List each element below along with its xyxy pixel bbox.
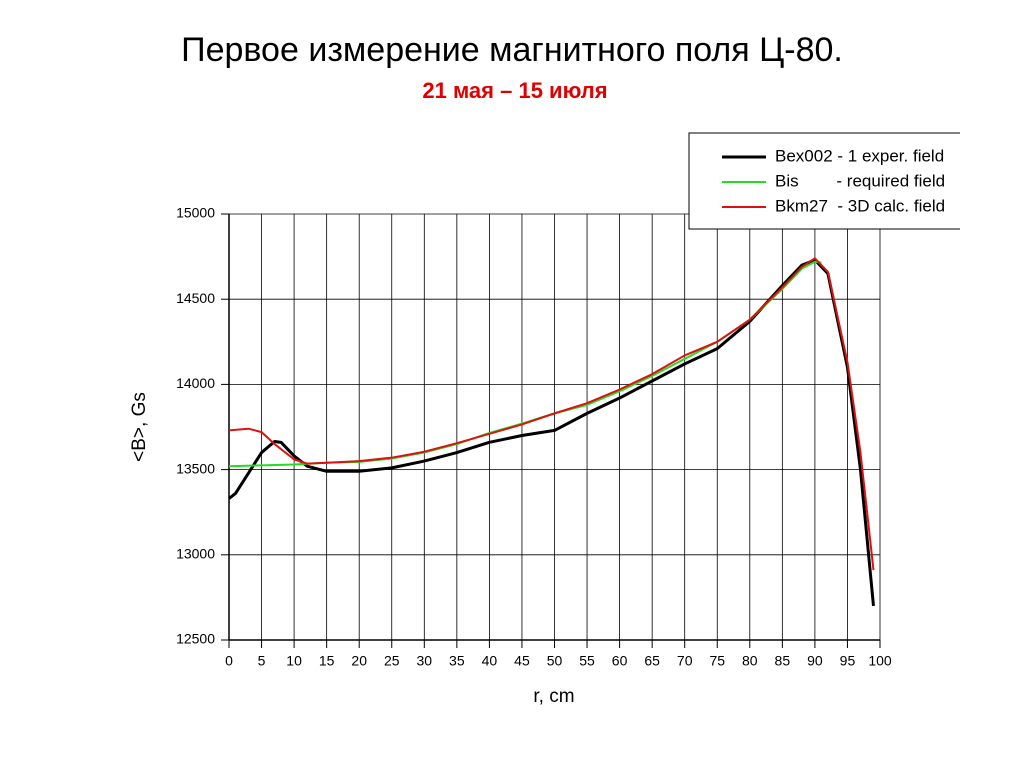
data-line xyxy=(228,257,875,571)
x-tick-label: 80 xyxy=(742,653,758,669)
x-tick-label: 40 xyxy=(482,653,498,669)
x-tick-label: 55 xyxy=(579,653,595,669)
chart-subtitle: 21 мая – 15 июля xyxy=(422,78,607,103)
x-tick-label: 50 xyxy=(547,653,563,669)
x-tick-label: 60 xyxy=(612,653,628,669)
x-tick-label: 25 xyxy=(384,653,400,669)
y-axis-label: <B>, Gs xyxy=(129,392,150,462)
x-tick-label: 75 xyxy=(709,653,725,669)
chart-title: Первое измерение магнитного поля Ц-80. xyxy=(181,31,843,69)
x-tick-label: 65 xyxy=(644,653,660,669)
x-tick-label: 100 xyxy=(868,653,892,669)
x-tick-label: 20 xyxy=(351,653,367,669)
x-tick-label: 5 xyxy=(258,653,266,669)
legend-label: Bkm27 - 3D calc. field xyxy=(775,196,945,215)
x-tick-label: 85 xyxy=(775,653,791,669)
legend-label: Bis - required field xyxy=(775,171,945,190)
x-tick-label: 35 xyxy=(449,653,465,669)
y-tick-label: 12500 xyxy=(176,631,215,647)
x-tick-label: 90 xyxy=(807,653,823,669)
legend: Bex002 - 1 exper. field Bis - required fi… xyxy=(688,132,960,230)
x-tick-label: 70 xyxy=(677,653,693,669)
x-tick-label: 45 xyxy=(514,653,530,669)
legend-label: Bex002 - 1 exper. field xyxy=(775,146,944,165)
x-tick-label: 10 xyxy=(286,653,302,669)
y-tick-label: 13500 xyxy=(176,460,215,476)
x-tick-label: 30 xyxy=(417,653,433,669)
y-tick-label: 15000 xyxy=(176,205,215,221)
x-tick-label: 95 xyxy=(840,653,856,669)
x-tick-label: 0 xyxy=(225,653,233,669)
x-tick-label: 15 xyxy=(319,653,335,669)
y-tick-label: 14000 xyxy=(176,375,215,391)
x-axis-label: r, cm xyxy=(533,686,574,707)
y-tick-label: 13000 xyxy=(176,546,215,562)
data-line xyxy=(228,258,875,607)
y-tick-label: 14500 xyxy=(176,290,215,306)
